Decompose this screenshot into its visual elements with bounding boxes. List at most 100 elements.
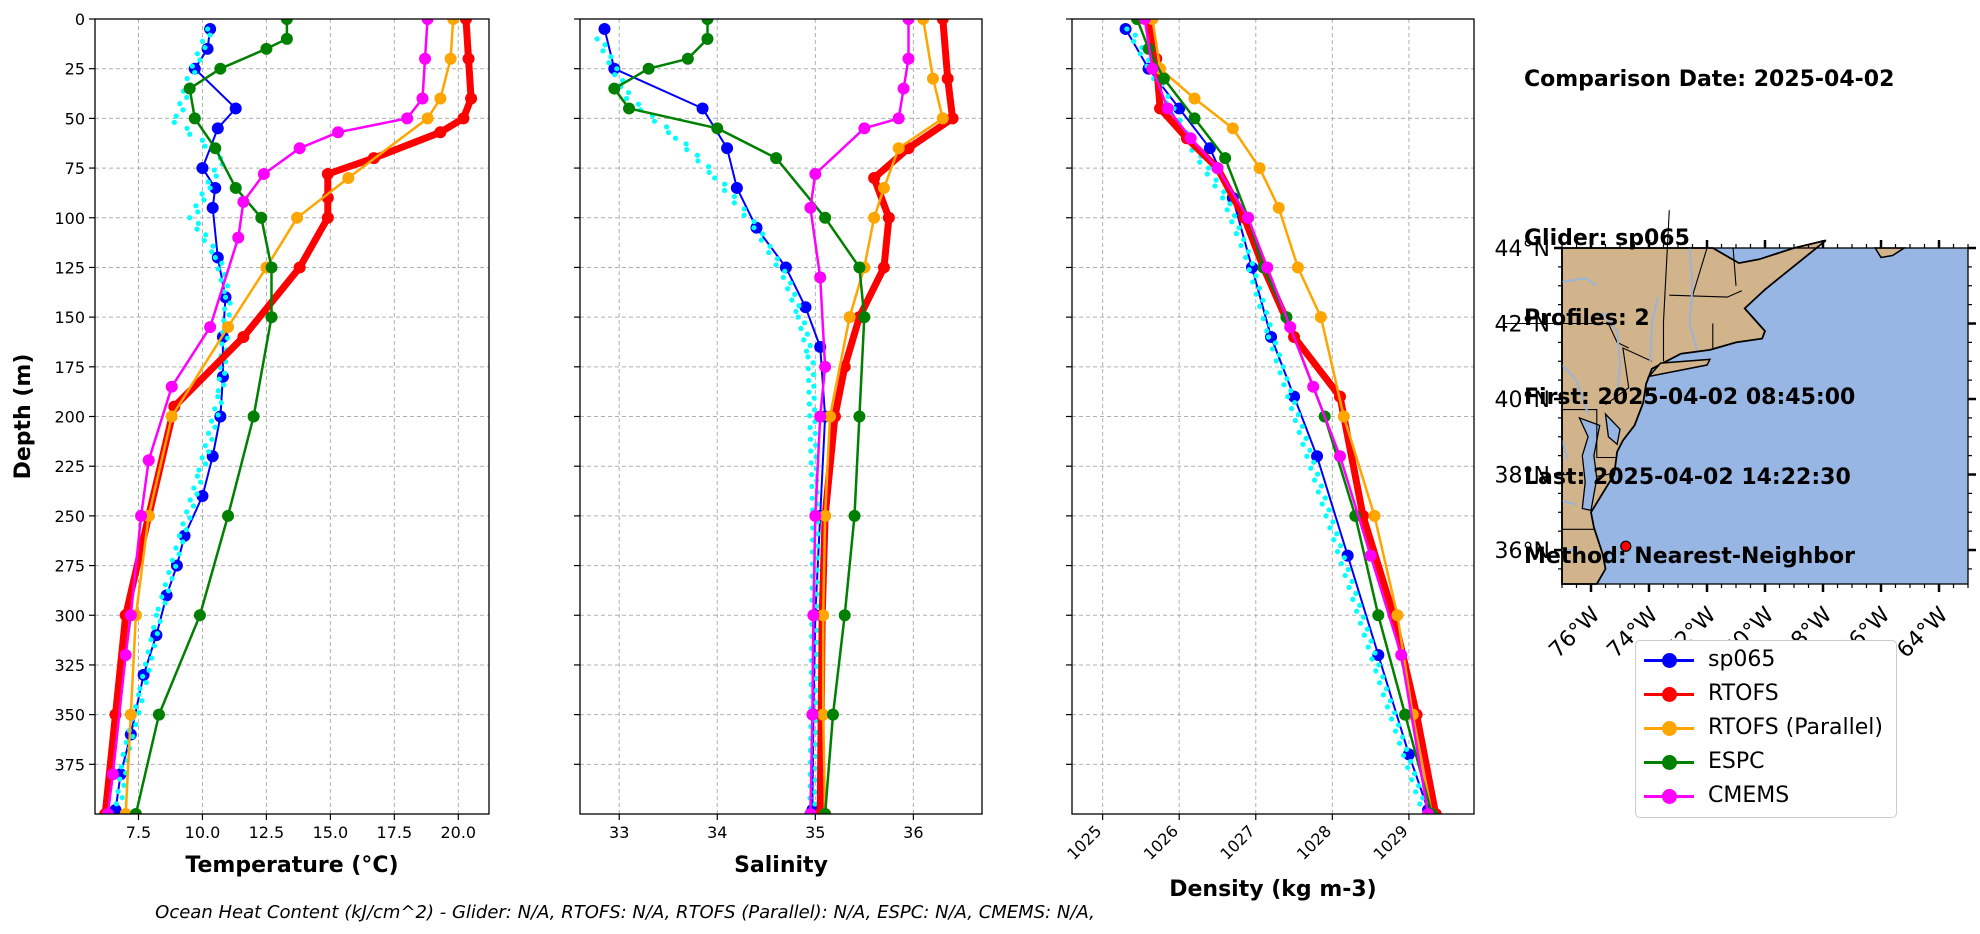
- data-point: [838, 360, 851, 373]
- map-lon-label: 64°W: [1893, 602, 1954, 663]
- ocean-heat-content-footer: Ocean Heat Content (kJ/cm^2) - Glider: N…: [155, 902, 1095, 923]
- glider-raw-point: [1409, 777, 1415, 783]
- last-time: Last: 2025-04-02 14:22:30: [1524, 464, 1851, 490]
- glider-raw-point: [806, 389, 812, 395]
- data-point: [882, 211, 895, 224]
- data-point: [1253, 162, 1266, 175]
- glider-raw-point: [1273, 358, 1279, 364]
- glider-raw-point: [684, 147, 690, 153]
- data-point: [853, 261, 866, 274]
- glider-raw-point: [1376, 662, 1382, 668]
- glider-raw-point: [194, 491, 200, 497]
- data-point: [1184, 132, 1197, 145]
- data-point: [188, 112, 201, 125]
- glider-raw-point: [773, 262, 779, 268]
- glider-raw-point: [785, 286, 791, 292]
- data-point: [941, 72, 954, 85]
- glider-raw-point: [1365, 644, 1371, 650]
- x-axis-label: Density (kg m-3): [1169, 877, 1377, 902]
- glider-raw-point: [191, 485, 197, 491]
- data-point: [1314, 311, 1327, 324]
- glider-raw-point: [187, 515, 193, 521]
- glider-raw-point: [201, 197, 207, 203]
- map-state-border: [1732, 247, 1737, 286]
- glider-raw-point: [173, 113, 179, 119]
- data-point: [799, 301, 812, 314]
- data-point: [178, 529, 191, 542]
- data-point: [817, 708, 830, 721]
- y-tick-label: 225: [54, 457, 85, 476]
- glider-raw-point: [814, 591, 820, 597]
- glider-raw-point: [1361, 632, 1367, 638]
- data-point: [681, 52, 694, 65]
- glider-raw-point: [751, 225, 757, 231]
- glider-raw-point: [812, 765, 818, 771]
- glider-raw-point: [151, 643, 158, 649]
- data-point: [229, 181, 242, 194]
- glider-raw-point: [798, 325, 804, 332]
- glider-raw-point: [194, 473, 200, 479]
- data-point: [819, 211, 832, 224]
- glider-raw-point: [780, 274, 787, 280]
- glider-raw-point: [801, 337, 807, 343]
- glider-raw-point: [209, 436, 215, 443]
- glider-raw-point: [1417, 801, 1423, 807]
- data-point: [222, 321, 235, 334]
- glider-raw-point: [1253, 273, 1259, 279]
- data-point: [401, 112, 414, 125]
- data-point: [204, 321, 217, 334]
- glider-raw-point: [808, 448, 814, 454]
- glider-raw-point: [222, 294, 229, 300]
- legend-item-rtofs: RTOFS: [1636, 677, 1896, 711]
- glider-raw-point: [133, 721, 139, 728]
- profile-count: Profiles: 2: [1524, 305, 1650, 331]
- y-axis-label: Depth (m): [11, 354, 36, 480]
- glider-raw-point: [187, 215, 193, 221]
- legend-label: ESPC: [1708, 749, 1765, 774]
- data-point: [1242, 211, 1255, 224]
- legend-marker: [1662, 721, 1677, 736]
- data-point: [897, 82, 910, 95]
- y-tick-label: 300: [54, 606, 85, 625]
- glider-raw-point: [741, 212, 747, 218]
- glider-raw-point: [183, 527, 189, 533]
- data-point: [819, 808, 832, 814]
- glider-raw-point: [813, 675, 819, 682]
- glider-raw-point: [113, 801, 119, 807]
- glider-raw-point: [1353, 590, 1359, 596]
- map-lat-label: 36°N: [1495, 539, 1550, 564]
- glider-raw-point: [159, 594, 165, 600]
- y-tick-label: 250: [54, 507, 85, 526]
- glider-raw-point: [1304, 453, 1310, 459]
- glider-raw-point: [1269, 346, 1276, 352]
- glider-raw-point: [1391, 710, 1398, 716]
- glider-raw-point: [796, 303, 802, 309]
- glider-raw-point: [602, 42, 608, 48]
- map-state-border: [1605, 347, 1653, 406]
- info-panel: Comparison Date: 2025-04-02 Glider: sp06…: [1524, 14, 1894, 597]
- glider-raw-point: [1413, 789, 1419, 795]
- glider-raw-point: [814, 627, 820, 633]
- data-point: [838, 609, 851, 622]
- glider-raw-point: [1124, 26, 1130, 32]
- glider-raw-point: [1311, 477, 1318, 483]
- data-point: [1188, 92, 1201, 105]
- glider-raw-point: [751, 218, 757, 225]
- glider-raw-point: [151, 624, 157, 631]
- x-tick-label: 34: [707, 823, 727, 842]
- map-long-island: [1646, 358, 1712, 378]
- glider-raw-point: [148, 637, 154, 643]
- data-point: [877, 261, 890, 274]
- glider-raw-point: [1380, 674, 1386, 680]
- y-tick-label: 25: [65, 60, 85, 79]
- glider-raw-point: [1264, 328, 1270, 334]
- data-point: [877, 181, 890, 194]
- glider-raw-point: [612, 72, 618, 78]
- data-point: [206, 201, 219, 214]
- glider-raw-point: [806, 401, 812, 407]
- x-tick-label: 1026: [1140, 821, 1182, 863]
- glider-raw-point: [1212, 183, 1218, 189]
- glider-raw-point: [1315, 471, 1321, 477]
- glider-raw-point: [1354, 608, 1360, 614]
- data-point: [926, 72, 939, 85]
